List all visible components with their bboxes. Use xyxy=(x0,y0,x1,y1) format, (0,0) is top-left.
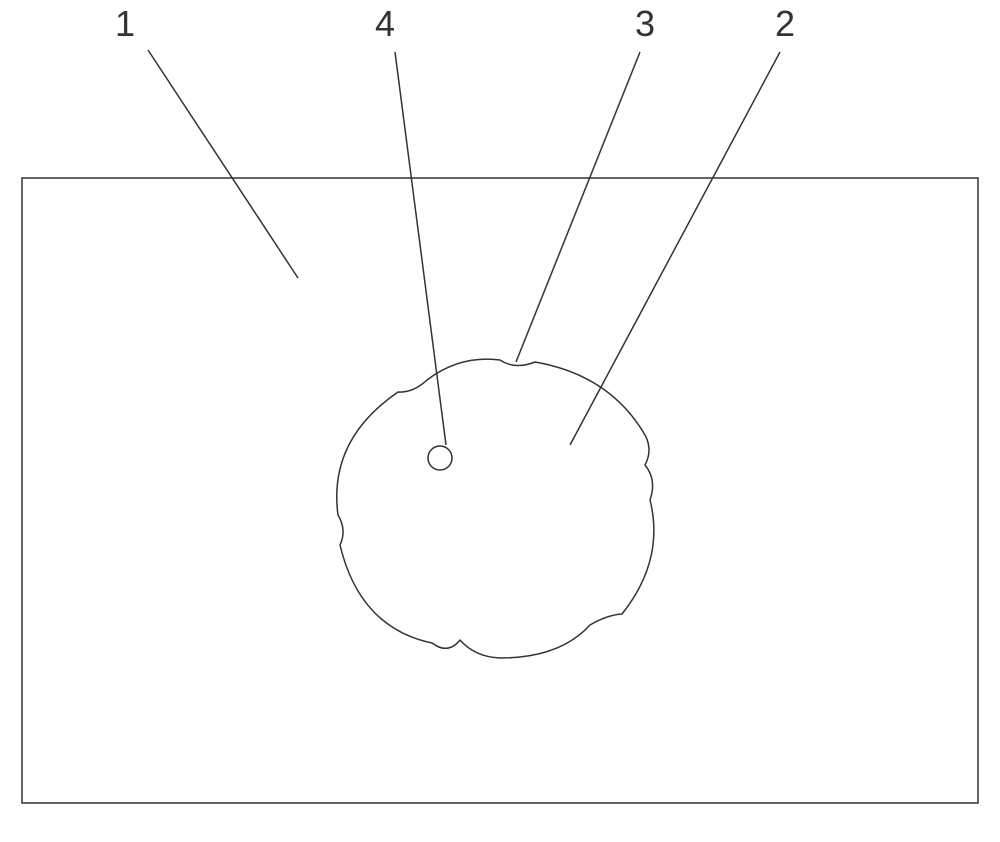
callout-label-2: 2 xyxy=(775,3,795,44)
callout-label-3: 3 xyxy=(635,3,655,44)
callout-label-1: 1 xyxy=(115,3,135,44)
technical-diagram: 1 4 3 2 xyxy=(0,0,1000,842)
callout-label-4: 4 xyxy=(375,3,395,44)
canvas-background xyxy=(0,0,1000,842)
